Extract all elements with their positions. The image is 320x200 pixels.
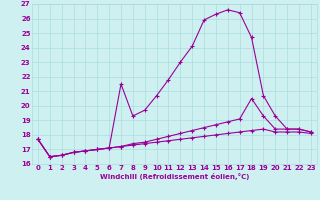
X-axis label: Windchill (Refroidissement éolien,°C): Windchill (Refroidissement éolien,°C) [100, 173, 249, 180]
